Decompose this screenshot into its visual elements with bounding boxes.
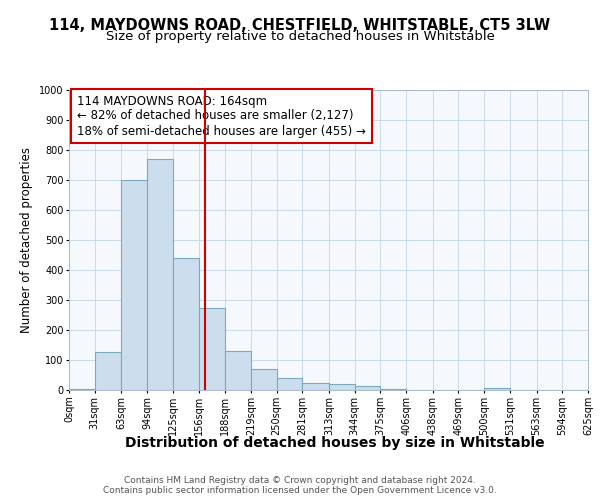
Bar: [147, 159, 173, 390]
Text: Distribution of detached houses by size in Whitstable: Distribution of detached houses by size …: [125, 436, 545, 450]
Bar: [173, 258, 199, 390]
Bar: [277, 378, 302, 390]
Bar: [225, 351, 251, 390]
Bar: [484, 388, 510, 390]
Bar: [69, 388, 95, 390]
Bar: [251, 369, 277, 390]
Text: Contains HM Land Registry data © Crown copyright and database right 2024.
Contai: Contains HM Land Registry data © Crown c…: [103, 476, 497, 495]
Bar: [380, 388, 406, 390]
Bar: [329, 384, 355, 390]
Text: 114 MAYDOWNS ROAD: 164sqm
← 82% of detached houses are smaller (2,127)
18% of se: 114 MAYDOWNS ROAD: 164sqm ← 82% of detac…: [77, 94, 365, 138]
Bar: [355, 386, 380, 390]
Bar: [95, 352, 121, 390]
Bar: [199, 308, 225, 390]
Y-axis label: Number of detached properties: Number of detached properties: [20, 147, 34, 333]
Text: Size of property relative to detached houses in Whitstable: Size of property relative to detached ho…: [106, 30, 494, 43]
Bar: [302, 382, 329, 390]
Bar: [121, 180, 147, 390]
Text: 114, MAYDOWNS ROAD, CHESTFIELD, WHITSTABLE, CT5 3LW: 114, MAYDOWNS ROAD, CHESTFIELD, WHITSTAB…: [49, 18, 551, 32]
